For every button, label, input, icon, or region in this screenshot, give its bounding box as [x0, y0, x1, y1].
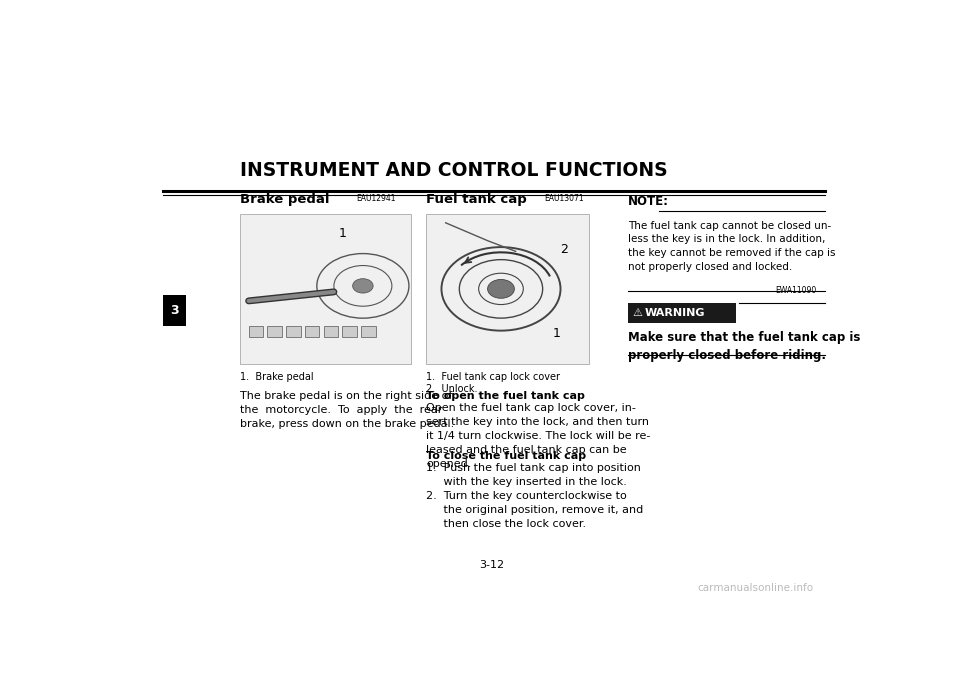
Bar [162, 296, 186, 326]
Bar [426, 214, 588, 364]
Text: 1: 1 [339, 227, 347, 240]
Text: The fuel tank cap cannot be closed un-
less the key is in the lock. In addition,: The fuel tank cap cannot be closed un- l… [628, 221, 835, 271]
Bar [240, 214, 411, 364]
Text: ⚠: ⚠ [633, 308, 642, 318]
Text: Fuel tank cap: Fuel tank cap [426, 193, 527, 206]
Circle shape [488, 279, 515, 298]
Bar [305, 326, 320, 337]
Text: Open the fuel tank cap lock cover, in-
sert the key into the lock, and then turn: Open the fuel tank cap lock cover, in- s… [426, 403, 651, 469]
Text: INSTRUMENT AND CONTROL FUNCTIONS: INSTRUMENT AND CONTROL FUNCTIONS [240, 161, 668, 180]
Text: NOTE:: NOTE: [628, 195, 668, 208]
Text: EWA11090: EWA11090 [775, 286, 816, 296]
Text: 1.  Brake pedal: 1. Brake pedal [240, 372, 314, 382]
Text: To close the fuel tank cap: To close the fuel tank cap [426, 451, 587, 461]
Text: Make sure that the fuel tank cap is
properly closed before riding.: Make sure that the fuel tank cap is prop… [628, 331, 860, 362]
Text: 2: 2 [561, 243, 568, 256]
Text: 3-12: 3-12 [479, 560, 505, 570]
Text: 1: 1 [553, 327, 561, 340]
Text: 2.  Unlock.: 2. Unlock. [426, 384, 478, 394]
Text: Brake pedal: Brake pedal [240, 193, 329, 206]
Text: 3: 3 [170, 304, 179, 317]
Text: WARNING: WARNING [645, 308, 706, 318]
Text: EAU13071: EAU13071 [544, 194, 584, 203]
Bar [286, 326, 300, 337]
Text: EAU12941: EAU12941 [356, 194, 396, 203]
Text: To open the fuel tank cap: To open the fuel tank cap [426, 391, 585, 401]
Text: 1.  Push the fuel tank cap into position
     with the key inserted in the lock.: 1. Push the fuel tank cap into position … [426, 462, 643, 529]
Text: The brake pedal is on the right side of
the  motorcycle.  To  apply  the  rear
b: The brake pedal is on the right side of … [240, 391, 454, 429]
Circle shape [352, 279, 373, 293]
Bar [361, 326, 375, 337]
Bar [268, 326, 282, 337]
Bar [628, 303, 736, 323]
Text: carmanualsonline.info: carmanualsonline.info [698, 583, 814, 593]
Bar [343, 326, 357, 337]
Bar [324, 326, 338, 337]
Text: 1.  Fuel tank cap lock cover: 1. Fuel tank cap lock cover [426, 372, 560, 382]
Bar [249, 326, 263, 337]
